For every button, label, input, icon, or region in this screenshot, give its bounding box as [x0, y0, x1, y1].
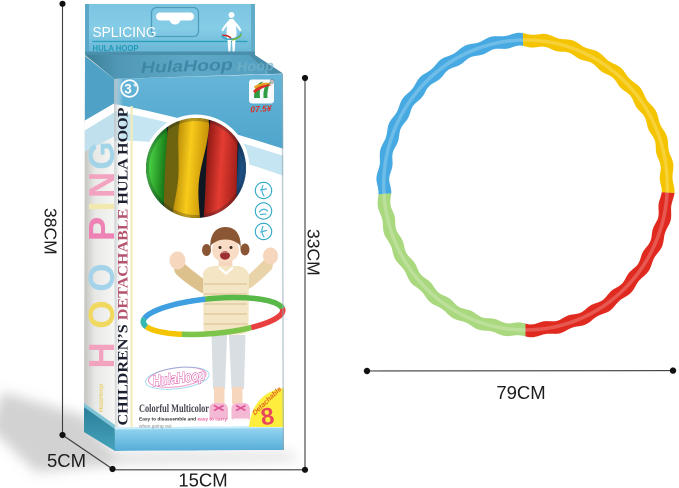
svg-text:Colorful Multicolor: Colorful Multicolor: [139, 403, 209, 415]
svg-text:I: I: [81, 201, 122, 211]
svg-text:Hoop: Hoop: [237, 57, 275, 74]
svg-text:8: 8: [259, 403, 276, 432]
svg-text:HULA HOOP: HULA HOOP: [93, 44, 140, 53]
svg-text:when going out: when going out: [139, 424, 172, 430]
svg-text:5CM: 5CM: [47, 450, 86, 471]
svg-text:+: +: [133, 83, 137, 90]
svg-text:38CM: 38CM: [41, 208, 61, 255]
svg-text:R: R: [271, 80, 274, 84]
svg-text:Easy to disassemble and easy t: Easy to disassemble and easy to carry: [139, 417, 227, 423]
svg-text:HulaHoop: HulaHoop: [99, 384, 105, 413]
svg-text:SPLICING: SPLICING: [93, 24, 157, 41]
svg-text:79CM: 79CM: [496, 382, 545, 403]
svg-text:15CM: 15CM: [178, 470, 227, 488]
svg-text:3: 3: [124, 82, 132, 97]
svg-text:07.5¥: 07.5¥: [250, 103, 273, 115]
svg-text:CHILDREN’S DETACHABLE HULA HOO: CHILDREN’S DETACHABLE HULA HOOP: [116, 107, 132, 425]
svg-text:HulaHoop: HulaHoop: [141, 57, 234, 77]
svg-text:33CM: 33CM: [304, 229, 324, 276]
